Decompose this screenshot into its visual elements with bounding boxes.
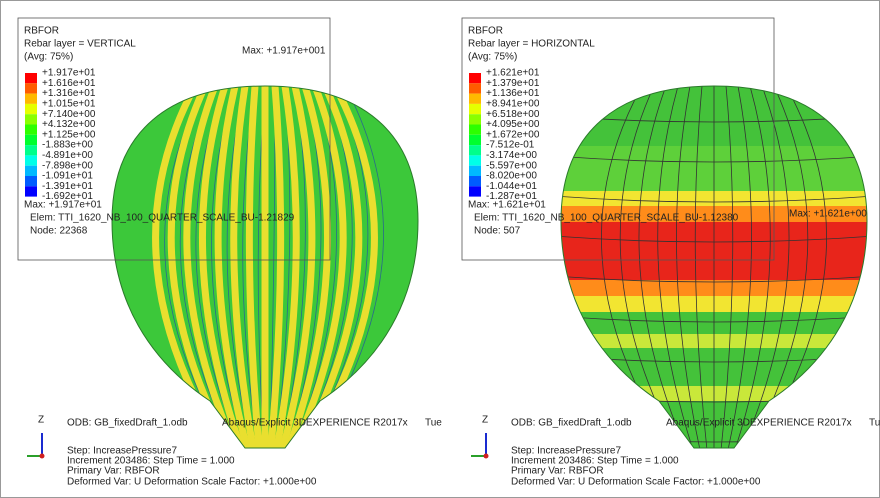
info-odb: ODB: GB_fixedDraft_1.odb xyxy=(511,418,632,429)
legend-swatch xyxy=(25,186,37,196)
legend-swatch xyxy=(25,83,37,93)
legend-avg: (Avg: 75%) xyxy=(24,52,73,63)
info-deformed: Deformed Var: U Deformation Scale Factor… xyxy=(511,477,761,488)
axis-z-label: Z xyxy=(482,415,488,426)
legend-swatch xyxy=(25,155,37,165)
legend-swatch xyxy=(469,114,481,124)
legend-swatch xyxy=(25,125,37,135)
axis-origin xyxy=(40,454,45,459)
legend-swatch xyxy=(469,145,481,155)
info-date: Tue xyxy=(425,418,442,429)
summary-node: Node: 507 xyxy=(474,226,521,237)
legend-swatch xyxy=(25,145,37,155)
info-primary: Primary Var: RBFOR xyxy=(511,466,604,477)
legend-swatch xyxy=(25,135,37,145)
legend-swatch xyxy=(469,83,481,93)
screenshot: RBFORRebar layer = VERTICAL(Avg: 75%)+1.… xyxy=(0,0,880,498)
legend-swatch xyxy=(25,176,37,186)
legend-swatch xyxy=(469,125,481,135)
legend-layer: Rebar layer = HORIZONTAL xyxy=(468,39,595,50)
legend-swatch xyxy=(25,94,37,104)
legend-swatch xyxy=(25,114,37,124)
summary-max: Max: +1.621e+01 xyxy=(468,200,546,211)
legend-swatch xyxy=(469,186,481,196)
legend-swatch xyxy=(469,73,481,83)
legend-swatch xyxy=(469,94,481,104)
info-software: Abaqus/Explicit 3DEXPERIENCE R2017x xyxy=(222,418,408,429)
legend-swatch xyxy=(25,166,37,176)
legend-swatch xyxy=(469,176,481,186)
summary-elem: Elem: TTI_1620_NB_100_QUARTER_SCALE_BU-1… xyxy=(30,213,295,224)
summary-max: Max: +1.917e+01 xyxy=(24,200,102,211)
info-deformed: Deformed Var: U Deformation Scale Factor… xyxy=(67,477,317,488)
info-date: Tu xyxy=(869,418,880,429)
max-label: Max: +1.621e+00 xyxy=(789,209,867,220)
summary-elem: Elem: TTI_1620_NB_100_QUARTER_SCALE_BU-1… xyxy=(474,213,739,224)
info-primary: Primary Var: RBFOR xyxy=(67,466,160,477)
max-label: Max: +1.917e+001 xyxy=(242,46,326,57)
info-software: Abaqus/Explicit 3DEXPERIENCE R2017x xyxy=(666,418,852,429)
summary-node: Node: 22368 xyxy=(30,226,88,237)
legend-swatch xyxy=(25,73,37,83)
legend-swatch xyxy=(469,135,481,145)
legend-swatch xyxy=(469,155,481,165)
legend-avg: (Avg: 75%) xyxy=(468,52,517,63)
legend-swatch xyxy=(469,166,481,176)
legend-layer: Rebar layer = VERTICAL xyxy=(24,39,136,50)
legend-title: RBFOR xyxy=(24,26,59,37)
legend-swatch xyxy=(25,104,37,114)
axis-z-label: Z xyxy=(38,415,44,426)
legend-title: RBFOR xyxy=(468,26,503,37)
axis-origin xyxy=(484,454,489,459)
legend-swatch xyxy=(469,104,481,114)
info-odb: ODB: GB_fixedDraft_1.odb xyxy=(67,418,188,429)
